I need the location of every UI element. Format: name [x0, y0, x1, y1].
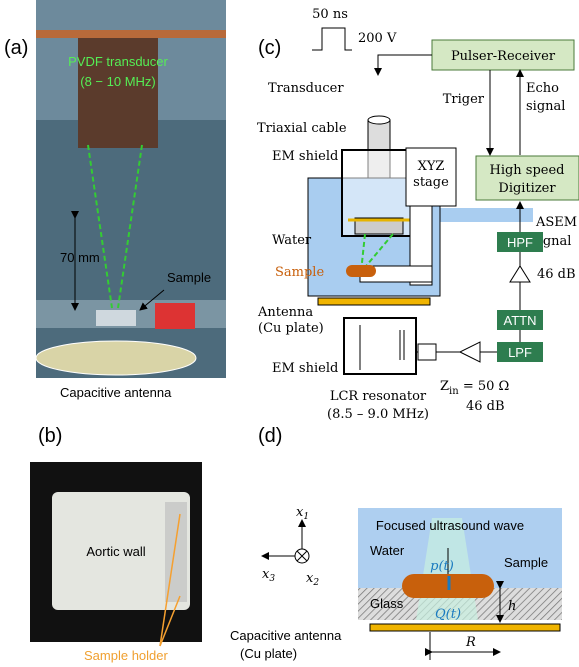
digitizer-label: Digitizer — [498, 181, 556, 196]
axes-icon — [262, 520, 309, 563]
panel-label: (b) — [38, 425, 62, 447]
wave-label: Focused ultrasound wave — [376, 518, 524, 533]
radius-label: R — [465, 635, 476, 650]
shield-label: EM shield — [272, 361, 338, 376]
gain-label: 46 dB — [466, 399, 505, 414]
panel-label: (d) — [258, 425, 282, 447]
shape: 1 — [303, 512, 309, 522]
shape — [96, 310, 136, 326]
asem-label: ASEM — [535, 215, 577, 230]
transducer-label: (8 − 10 MHz) — [80, 74, 156, 89]
shape — [368, 116, 390, 124]
shape — [344, 318, 416, 374]
sample-label: Sample — [167, 270, 211, 285]
axis-label: x2 — [306, 571, 319, 588]
panel-label: (a) — [4, 37, 28, 59]
antenna-label: (Cu plate) — [258, 321, 324, 336]
pulser-label: Pulser-Receiver — [451, 49, 556, 64]
tissue-label: Aortic wall — [86, 544, 145, 559]
shape — [346, 265, 376, 277]
shape — [36, 341, 196, 375]
antenna-label: Capacitive antenna — [230, 628, 342, 643]
shape — [436, 342, 480, 362]
transducer-label: PVDF transducer — [68, 54, 168, 69]
shape — [36, 30, 226, 38]
lpf-label: LPF — [508, 345, 532, 360]
antenna-label: (Cu plate) — [240, 646, 297, 661]
shape: 3 — [269, 574, 275, 584]
holder-label: Sample holder — [84, 648, 168, 663]
water-label: Water — [370, 543, 405, 558]
pulse-width: 50 ns — [312, 7, 348, 22]
shape — [418, 344, 436, 360]
sample-label: Sample — [275, 265, 324, 280]
hpf-label: HPF — [507, 235, 533, 250]
transducer-label: Transducer — [268, 81, 344, 96]
distance-label: 70 mm — [60, 250, 100, 265]
shape: Z — [440, 379, 449, 394]
shape: = 50 Ω — [459, 379, 510, 394]
axis-label: x1 — [296, 505, 309, 522]
figure: (a) PVDF transducer (8 − 10 MHz) 70 mm S… — [0, 0, 579, 667]
resonator-label: LCR resonator — [330, 389, 427, 404]
pulse-icon — [312, 28, 352, 50]
resonator-label: (8.5 – 9.0 MHz) — [327, 407, 429, 422]
digitizer-label: High speed — [489, 163, 564, 178]
water-label: Water — [272, 233, 312, 248]
trigger-label: Triger — [443, 92, 485, 107]
echo-label: signal — [526, 99, 565, 114]
antenna-label: Antenna — [257, 305, 313, 320]
stage-label: XYZ — [418, 159, 445, 174]
charge-label: Q(t) — [435, 607, 461, 622]
glass-label: Glass — [370, 596, 404, 611]
shape — [318, 298, 430, 305]
antenna-label: Capacitive antenna — [60, 385, 172, 400]
attn-label: ATTN — [504, 313, 537, 328]
cable-label: Triaxial cable — [257, 121, 347, 136]
pressure-label: p(t) — [430, 559, 454, 574]
height-label: h — [508, 599, 516, 614]
impedance-label: Zin = 50 Ω — [440, 379, 509, 397]
gain-label: 46 dB — [537, 267, 576, 282]
axis-label: x3 — [262, 567, 275, 584]
panel-label: (c) — [258, 37, 281, 59]
shape — [155, 303, 195, 329]
echo-label: Echo — [526, 81, 559, 96]
pulse-amp: 200 V — [358, 31, 397, 46]
shape — [370, 624, 560, 631]
stage-label: stage — [413, 175, 449, 190]
shield-label: EM shield — [272, 149, 338, 164]
shape: 2 — [312, 578, 319, 588]
shape — [378, 55, 432, 75]
shape — [510, 252, 530, 310]
sample-label: Sample — [504, 555, 548, 570]
